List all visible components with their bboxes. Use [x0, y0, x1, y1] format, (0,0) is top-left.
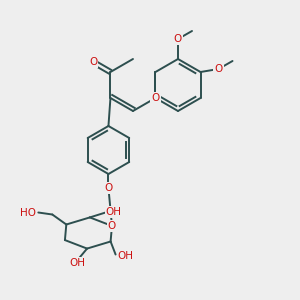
Text: O: O: [152, 93, 160, 103]
Text: O: O: [89, 57, 97, 67]
Text: OH: OH: [118, 251, 134, 262]
Text: O: O: [174, 34, 182, 44]
Text: O: O: [214, 64, 223, 74]
Text: OH: OH: [106, 207, 122, 218]
Text: O: O: [108, 221, 116, 231]
Text: OH: OH: [69, 258, 85, 268]
Text: HO: HO: [20, 208, 36, 218]
Text: O: O: [104, 183, 112, 193]
